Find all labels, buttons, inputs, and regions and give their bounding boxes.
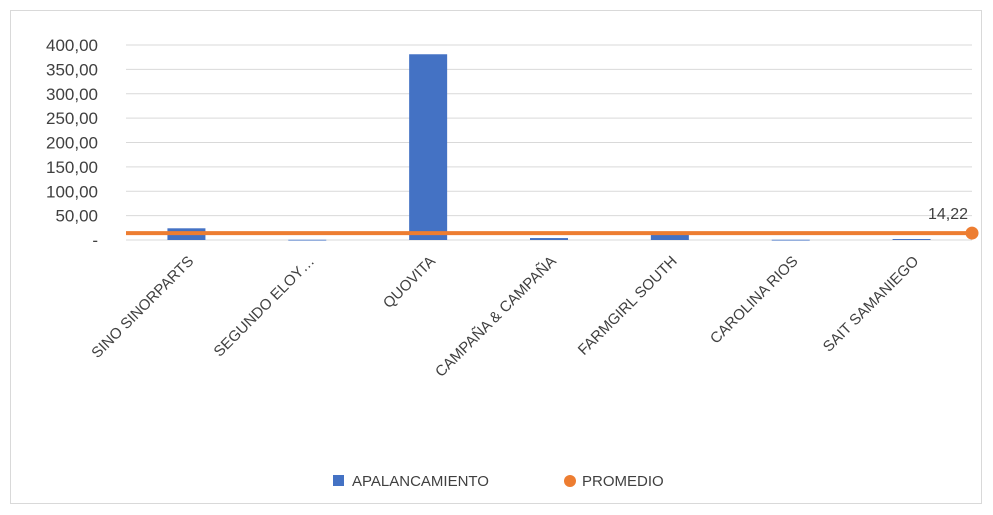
legend-marker-promedio — [564, 475, 576, 487]
legend-swatch-apalancamiento — [333, 475, 344, 486]
bar — [771, 239, 810, 241]
category-label: SAIT SAMANIEGO — [820, 253, 923, 356]
y-tick-label: 350,00 — [46, 60, 98, 79]
category-label: CAROLINA RIOS — [707, 253, 802, 348]
y-tick-label: 100,00 — [46, 182, 98, 201]
chart-frame — [10, 10, 982, 504]
legend-label-promedio: PROMEDIO — [582, 473, 664, 490]
bar — [530, 238, 568, 240]
category-label: CAMPAÑA & CAMPAÑA — [432, 253, 560, 381]
bar — [288, 239, 327, 241]
y-tick-label: 150,00 — [46, 158, 98, 177]
category-label: QUOVITA — [380, 253, 439, 312]
promedio-data-label: 14,22 — [928, 206, 968, 223]
category-label: SEGUNDO ELOY… — [211, 253, 319, 361]
bar — [650, 233, 689, 240]
y-tick-label: 250,00 — [46, 109, 98, 128]
y-tick-label: 300,00 — [46, 85, 98, 104]
category-label: SINO SINORPARTS — [88, 253, 197, 362]
y-tick-label: 50,00 — [55, 207, 98, 226]
y-tick-label: 200,00 — [46, 134, 98, 153]
legend-label-apalancamiento: APALANCAMIENTO — [352, 473, 489, 490]
y-tick-label: - — [92, 231, 98, 250]
promedio-marker — [965, 226, 979, 240]
bar — [409, 54, 448, 241]
bar — [892, 239, 931, 240]
category-label: FARMGIRL SOUTH — [575, 253, 681, 359]
y-tick-label: 400,00 — [46, 36, 98, 55]
